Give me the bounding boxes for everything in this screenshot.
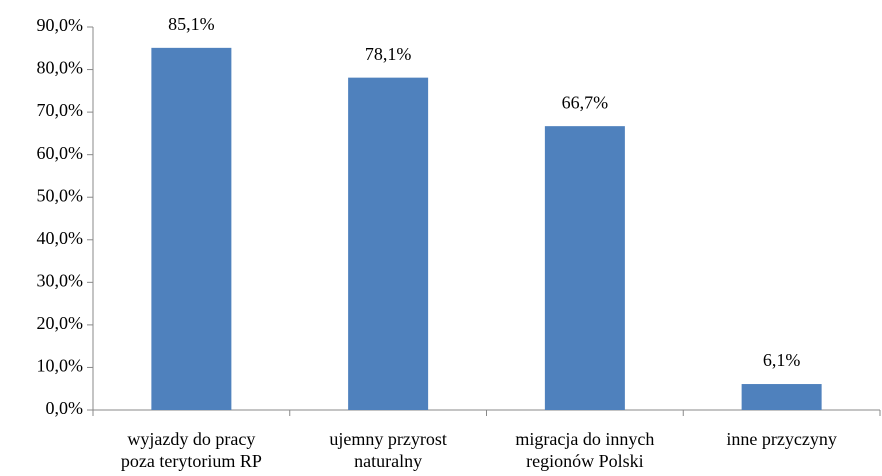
- y-tick-label: 50,0%: [37, 185, 84, 205]
- y-tick-label: 30,0%: [37, 270, 84, 290]
- y-tick-label: 70,0%: [37, 100, 84, 120]
- data-label: 78,1%: [365, 44, 412, 64]
- y-tick-label: 20,0%: [37, 313, 84, 333]
- bar: [348, 77, 429, 410]
- x-tick-label: inne przyczyny: [726, 429, 837, 449]
- bar: [544, 126, 625, 410]
- y-tick-label: 80,0%: [37, 58, 84, 78]
- x-tick-label: ujemny przyrost naturalny: [329, 429, 447, 471]
- y-tick-label: 60,0%: [37, 143, 84, 163]
- bar: [151, 47, 232, 410]
- bar: [741, 384, 822, 410]
- y-tick-label: 0,0%: [46, 398, 84, 418]
- x-tick-label: migracja do innych regionów Polski: [515, 429, 655, 471]
- data-label: 6,1%: [763, 350, 801, 370]
- data-label: 66,7%: [562, 92, 609, 112]
- x-tick-label: wyjazdy do pracy poza terytorium RP: [120, 429, 262, 471]
- y-tick-label: 10,0%: [37, 356, 84, 376]
- y-tick-label: 40,0%: [37, 228, 84, 248]
- data-label: 85,1%: [168, 14, 215, 34]
- y-tick-label: 90,0%: [37, 15, 84, 35]
